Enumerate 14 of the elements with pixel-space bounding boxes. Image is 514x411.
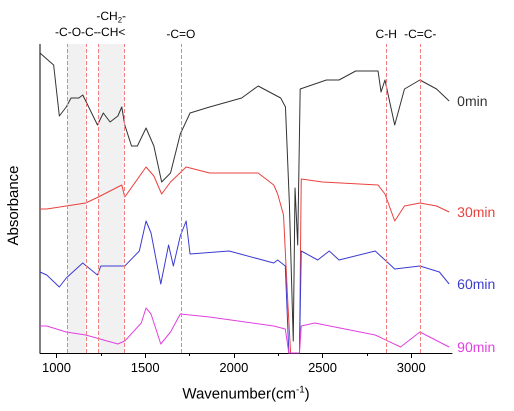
x-tick-label: 1000 [42, 360, 71, 375]
series-label: 0min [457, 93, 488, 109]
ref-line-label: -C=C- [404, 27, 436, 41]
y-axis-title: Absorbance [5, 165, 22, 246]
series-label: 30min [457, 204, 496, 220]
ref-line-label: -C=O [166, 27, 196, 41]
x-tick-label: 2500 [308, 360, 337, 375]
series-label: 90min [457, 339, 496, 355]
x-tick-label: 2000 [219, 360, 248, 375]
series-label: 60min [457, 276, 496, 292]
band-label: -C-O-C- [55, 25, 98, 39]
x-tick-label: 3000 [396, 360, 426, 375]
ref-line-label: C-H [376, 27, 397, 41]
x-tick-label: 1500 [130, 360, 160, 375]
